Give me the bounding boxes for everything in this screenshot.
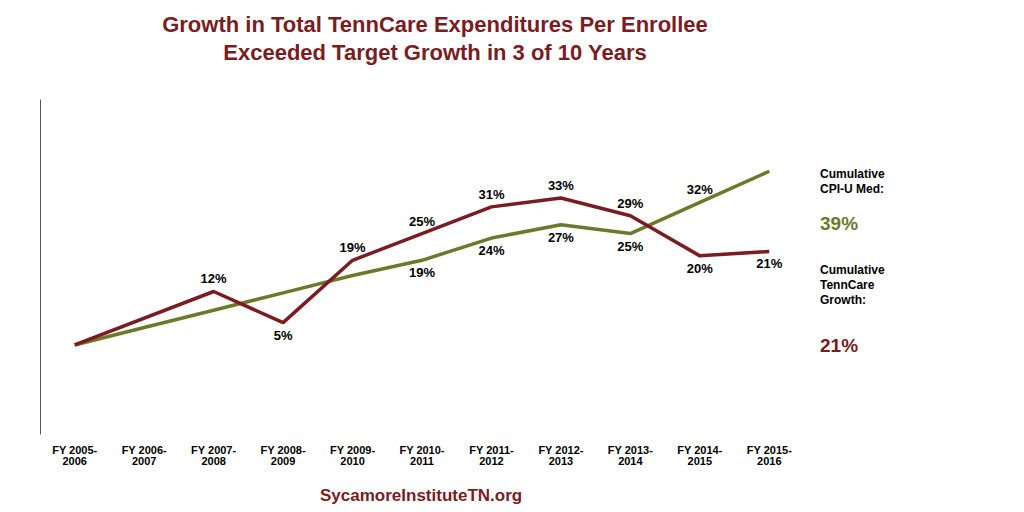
svg-text:Exceeded Target Growth in 3 of: Exceeded Target Growth in 3 of 10 Years: [223, 40, 646, 65]
svg-text:Cumulative: Cumulative: [820, 167, 885, 181]
svg-text:20%: 20%: [687, 261, 713, 276]
svg-text:19%: 19%: [409, 265, 435, 280]
svg-text:FY 2006-: FY 2006-: [121, 443, 167, 456]
svg-text:39%: 39%: [820, 213, 858, 234]
svg-text:FY 2009-: FY 2009-: [330, 443, 376, 456]
svg-text:FY 2011-: FY 2011-: [469, 443, 514, 456]
svg-text:12%: 12%: [201, 271, 227, 286]
svg-text:2011: 2011: [410, 455, 434, 467]
svg-text:25%: 25%: [409, 214, 435, 229]
svg-text:29%: 29%: [617, 196, 643, 211]
svg-text:FY 2012-: FY 2012-: [538, 443, 584, 456]
svg-text:Cumulative: Cumulative: [820, 263, 885, 277]
svg-text:2010: 2010: [340, 455, 364, 467]
svg-text:2006: 2006: [62, 455, 86, 467]
svg-text:FY 2008-: FY 2008-: [260, 443, 306, 456]
svg-text:TennCare: TennCare: [820, 278, 875, 292]
svg-text:FY 2014-: FY 2014-: [677, 443, 723, 456]
svg-text:SycamoreInstituteTN.org: SycamoreInstituteTN.org: [320, 486, 522, 505]
svg-text:33%: 33%: [548, 178, 574, 193]
svg-text:2008: 2008: [201, 455, 225, 467]
svg-text:21%: 21%: [820, 335, 858, 356]
svg-text:2009: 2009: [271, 455, 295, 467]
svg-text:32%: 32%: [687, 182, 713, 197]
svg-text:24%: 24%: [478, 243, 504, 258]
svg-text:21%: 21%: [756, 256, 782, 271]
svg-text:2014: 2014: [618, 455, 643, 467]
svg-text:25%: 25%: [617, 239, 643, 254]
svg-text:5%: 5%: [274, 328, 293, 343]
svg-text:Growth:: Growth:: [820, 293, 866, 307]
svg-text:2013: 2013: [549, 455, 573, 467]
svg-text:27%: 27%: [548, 230, 574, 245]
svg-text:FY 2013-: FY 2013-: [607, 443, 653, 456]
svg-text:31%: 31%: [478, 187, 504, 202]
svg-text:FY 2015-: FY 2015-: [746, 443, 792, 456]
svg-text:CPI-U Med:: CPI-U Med:: [820, 182, 884, 196]
svg-text:2016: 2016: [757, 455, 781, 467]
svg-text:19%: 19%: [340, 240, 366, 255]
svg-text:FY 2005-: FY 2005-: [52, 443, 98, 456]
svg-text:FY 2010-: FY 2010-: [399, 443, 445, 456]
svg-text:Growth in Total TennCare Expen: Growth in Total TennCare Expenditures Pe…: [162, 12, 708, 37]
svg-text:FY 2007-: FY 2007-: [191, 443, 237, 456]
svg-text:2012: 2012: [479, 455, 503, 467]
svg-text:2015: 2015: [688, 455, 712, 467]
svg-text:2007: 2007: [132, 455, 156, 467]
